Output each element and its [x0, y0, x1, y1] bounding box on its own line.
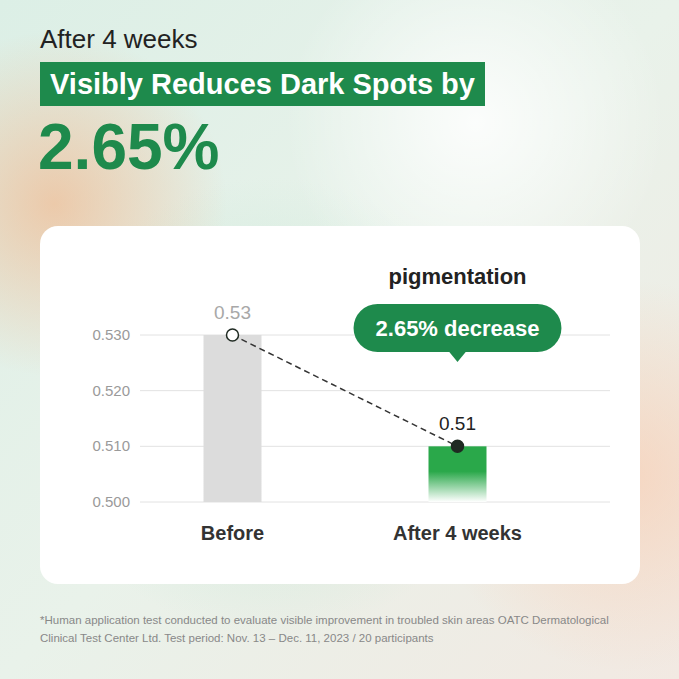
- callout-pill: [354, 304, 562, 352]
- data-label: 0.53: [214, 302, 251, 323]
- category-label: After 4 weeks: [393, 522, 522, 544]
- bar: [429, 446, 487, 502]
- callout-pointer: [449, 351, 467, 362]
- card: [40, 226, 640, 584]
- callout-text: 2.65% decrease: [376, 316, 540, 341]
- tick-label: 0.510: [92, 437, 130, 454]
- category-label: Before: [201, 522, 264, 544]
- callout-title: pigmentation: [388, 264, 526, 289]
- bars: [204, 335, 487, 502]
- tick-label: 0.530: [92, 326, 130, 343]
- title: Visibly Reduces Dark Spots by: [40, 62, 485, 106]
- callout: 2.65% decrease: [354, 304, 562, 362]
- headline: 2.65%: [38, 110, 219, 184]
- bar: [204, 335, 262, 502]
- tick-label: 0.520: [92, 382, 130, 399]
- marker: [452, 440, 464, 452]
- data-label: 0.51: [439, 413, 476, 434]
- marker: [227, 329, 239, 341]
- footnote: *Human application test conducted to eva…: [40, 612, 640, 648]
- tick-label: 0.500: [92, 493, 130, 510]
- stage: After 4 weeks Visibly Reduces Dark Spots…: [0, 0, 679, 679]
- subtitle: After 4 weeks: [40, 24, 198, 55]
- chart: 0.500 0.510 0.520 0.530 Before After 4 weeks 0…: [0, 0, 679, 679]
